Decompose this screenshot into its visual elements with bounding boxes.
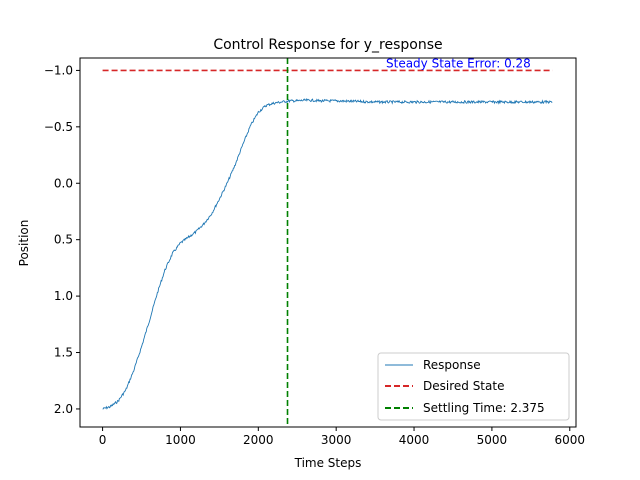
- x-tick-label: 6000: [554, 433, 585, 447]
- y-tick-label: 0.5: [54, 233, 73, 247]
- legend: Response Desired State Settling Time: 2.…: [377, 352, 570, 421]
- x-axis: 0 1000 2000 3000 4000 5000 6000: [99, 427, 585, 447]
- x-tick-label: 1000: [165, 433, 196, 447]
- y-tick-label: −0.5: [44, 120, 73, 134]
- chart-title: Control Response for y_response: [213, 37, 442, 53]
- x-tick-label: 0: [99, 433, 107, 447]
- x-tick-label: 2000: [243, 433, 274, 447]
- legend-label-desired-state: Desired State: [423, 379, 504, 393]
- y-tick-label: 1.5: [54, 346, 73, 360]
- legend-box: [377, 352, 570, 421]
- x-tick-label: 5000: [477, 433, 508, 447]
- steady-state-error-annotation: Steady State Error: 0.28: [386, 57, 531, 71]
- legend-label-response: Response: [423, 358, 481, 372]
- y-tick-label: 2.0: [54, 402, 73, 416]
- x-tick-label: 4000: [399, 433, 430, 447]
- axes-frame: [79, 57, 577, 428]
- y-tick-label: 1.0: [54, 289, 73, 303]
- x-tick-label: 3000: [321, 433, 352, 447]
- y-tick-label: 0.0: [54, 176, 73, 190]
- series-response-line: [102, 98, 553, 410]
- plot-area: [102, 58, 553, 427]
- y-tick-label: −1.0: [44, 63, 73, 77]
- y-axis: −1.0 −0.5 0.0 0.5 1.0 1.5 2.0: [44, 63, 80, 416]
- legend-label-settling-time: Settling Time: 2.375: [423, 401, 545, 415]
- x-axis-label: Time Steps: [294, 456, 362, 470]
- y-axis-label: Position: [17, 220, 31, 267]
